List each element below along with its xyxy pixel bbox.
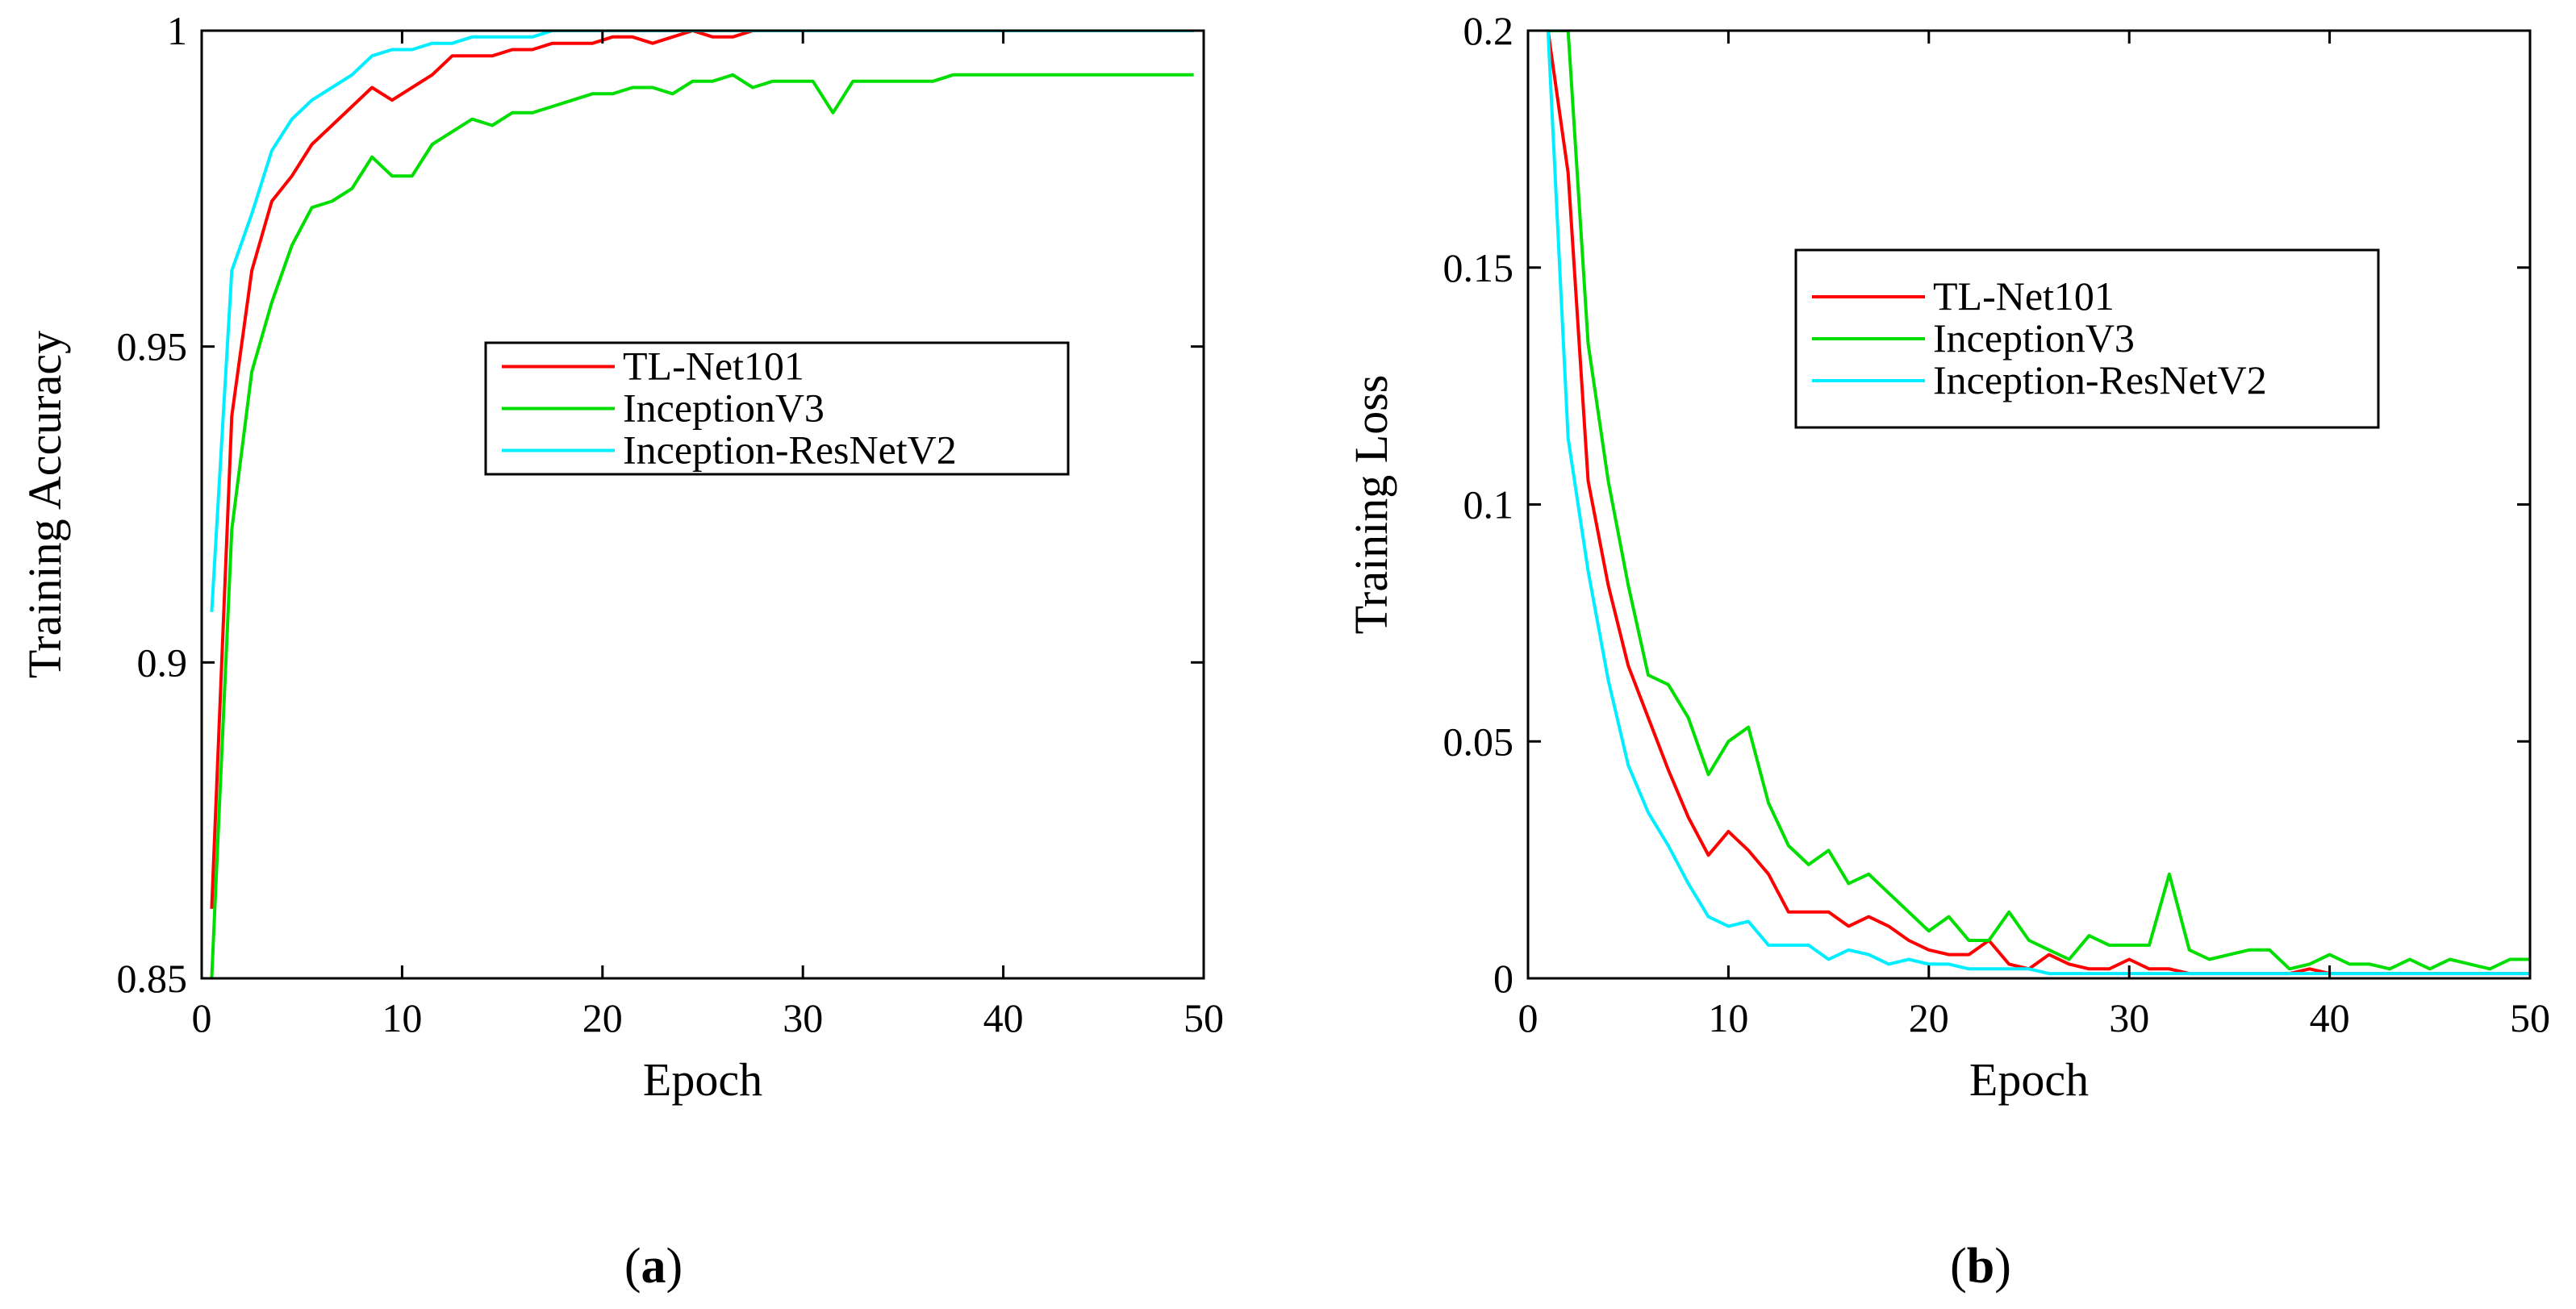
y-tick-label: 0.05 [1443, 719, 1514, 764]
series-group [210, 31, 1194, 978]
axes-box [1526, 29, 2532, 980]
x-tick-label: 30 [2109, 995, 2149, 1040]
y-tick-label: 0.2 [1463, 8, 1514, 53]
panel-label-b: (b) [1950, 1239, 2011, 1294]
x-tick-label: 0 [1518, 995, 1539, 1040]
x-tick-label: 50 [2510, 995, 2550, 1040]
x-tick-label: 20 [1909, 995, 1949, 1040]
x-tick-label: 40 [2310, 995, 2350, 1040]
x-tick-label: 0 [192, 995, 212, 1040]
chart-panel-a: 0 10 20 30 40 50 0.85 0.9 0.95 1 Epoch Training Acc… [19, 8, 1224, 1106]
chart-panel-b: 0 10 20 30 40 50 0 0.05 0.1 0.15 0.2 Epoch Training … [1345, 8, 2550, 1106]
legend-label: InceptionV3 [623, 386, 825, 431]
series-line-tl-net101 [210, 31, 1194, 909]
x-tick-label: 50 [1184, 995, 1224, 1040]
x-tick-label: 40 [983, 995, 1024, 1040]
y-axis-label: Training Loss [1345, 375, 1397, 635]
panel-label-a: (a) [624, 1239, 683, 1294]
series-line-inception-resnetv2 [1546, 31, 2530, 976]
series-line-tl-net101 [1546, 31, 2530, 976]
series-group [1546, 31, 2530, 976]
y-tick-label: 0.1 [1463, 482, 1514, 527]
legend-label: Inception-ResNetV2 [623, 427, 957, 473]
series-line-inceptionv3 [1547, 31, 2530, 971]
axes-box [200, 29, 1205, 980]
y-tick-label: 0.9 [137, 640, 188, 685]
y-tick-label: 0.15 [1443, 245, 1514, 290]
x-axis-label: Epoch [643, 1053, 762, 1106]
legend-label: TL-Net101 [1933, 273, 2115, 319]
x-tick-label: 10 [1708, 995, 1748, 1040]
x-tick-label: 10 [382, 995, 422, 1040]
series-line-inception-resnetv2 [210, 31, 1194, 612]
y-tick-label: 1 [167, 8, 187, 53]
y-tick-label: 0.95 [117, 324, 188, 369]
x-tick-label: 20 [582, 995, 623, 1040]
legend-label: InceptionV3 [1933, 315, 2135, 361]
series-line-inceptionv3 [210, 73, 1194, 978]
y-axis-label: Training Accuracy [19, 331, 71, 678]
y-tick-label: 0.85 [117, 956, 188, 1001]
legend-label: Inception-ResNetV2 [1933, 357, 2267, 402]
x-axis-label: Epoch [1969, 1053, 2089, 1106]
x-tick-label: 30 [783, 995, 823, 1040]
y-tick-label: 0 [1493, 956, 1513, 1001]
legend-label: TL-Net101 [623, 344, 804, 389]
